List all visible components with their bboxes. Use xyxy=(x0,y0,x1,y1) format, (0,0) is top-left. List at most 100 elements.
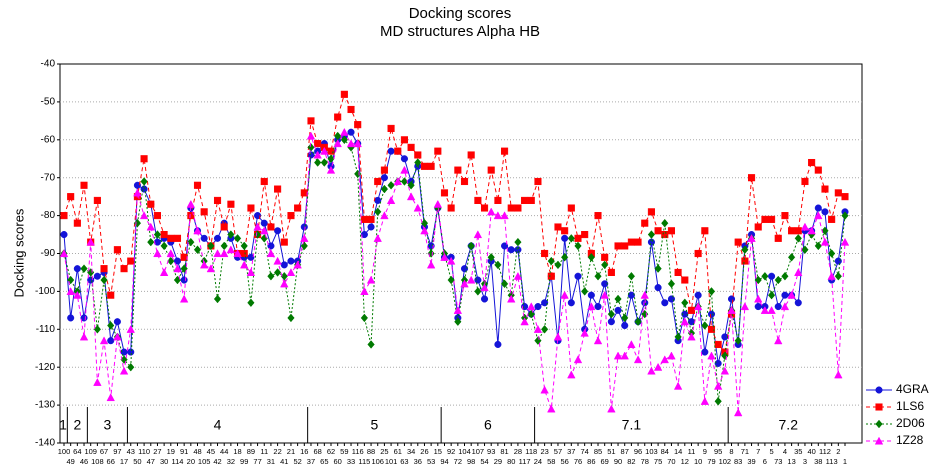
data-point xyxy=(567,299,575,307)
data-point xyxy=(453,306,463,314)
x-tick-label: 24 xyxy=(534,457,542,466)
data-point xyxy=(768,215,776,223)
x-tick-label: 116 xyxy=(352,447,364,456)
x-tick-label: 43 xyxy=(127,447,135,456)
data-point xyxy=(687,306,696,314)
legend-label: 1LS6 xyxy=(896,399,924,413)
data-point xyxy=(219,249,229,258)
data-point xyxy=(754,294,763,303)
x-tick-label: 6 xyxy=(763,457,767,466)
x-tick-label: 57 xyxy=(554,447,562,456)
legend-label: 4GRA xyxy=(896,382,929,396)
data-point xyxy=(600,290,609,299)
data-point xyxy=(761,215,769,223)
data-point xyxy=(581,287,589,296)
data-point xyxy=(414,158,422,167)
x-tick-label: 86 xyxy=(587,457,595,466)
data-point xyxy=(227,200,235,208)
y-tick-label: -140 xyxy=(35,438,55,449)
legend-marker xyxy=(874,436,884,445)
data-point xyxy=(554,260,562,270)
x-tick-label: 1 xyxy=(843,457,847,466)
cluster-label: 7.2 xyxy=(779,417,799,433)
x-tick-label: 114 xyxy=(171,457,183,466)
data-point xyxy=(534,177,542,186)
data-point xyxy=(574,234,582,242)
data-point xyxy=(808,158,816,167)
data-point xyxy=(327,154,335,164)
data-point xyxy=(501,242,509,250)
data-point xyxy=(527,196,535,204)
data-point xyxy=(681,298,689,308)
series xyxy=(59,127,850,417)
x-tick-label: 101 xyxy=(385,457,398,466)
data-point xyxy=(747,234,756,242)
data-point xyxy=(206,264,216,273)
data-point xyxy=(106,393,115,402)
data-point xyxy=(834,189,842,197)
data-point xyxy=(394,147,402,155)
data-point xyxy=(374,207,382,217)
data-point xyxy=(140,177,148,186)
data-point xyxy=(460,265,469,273)
data-point xyxy=(226,245,236,254)
x-tick-label: 68 xyxy=(313,447,321,456)
series xyxy=(60,90,849,356)
cluster-label: 3 xyxy=(103,417,111,433)
data-point xyxy=(340,90,348,98)
data-point xyxy=(620,351,629,360)
data-point xyxy=(93,196,101,204)
data-point xyxy=(707,287,716,296)
data-point xyxy=(701,227,709,235)
series-line xyxy=(63,92,846,354)
data-point xyxy=(714,340,722,349)
data-point xyxy=(794,268,803,276)
data-point xyxy=(159,268,169,276)
data-point xyxy=(781,212,789,220)
data-point xyxy=(346,139,356,148)
data-point xyxy=(580,328,589,337)
x-tick-label: 37 xyxy=(307,457,315,466)
data-point xyxy=(367,340,375,349)
data-point xyxy=(100,275,108,285)
data-point xyxy=(454,317,462,327)
data-point xyxy=(534,303,542,311)
data-point xyxy=(627,238,635,246)
data-point xyxy=(734,336,742,345)
x-tick-label: 79 xyxy=(707,457,715,466)
x-tick-label: 4 xyxy=(783,447,787,456)
data-point xyxy=(220,241,228,251)
x-tick-label: 51 xyxy=(607,447,615,456)
data-point xyxy=(754,223,762,231)
data-point xyxy=(353,139,362,148)
data-point xyxy=(828,215,836,223)
data-point xyxy=(407,143,415,151)
x-tick-label: 58 xyxy=(547,457,555,466)
data-point xyxy=(474,287,482,296)
data-point xyxy=(547,404,556,413)
data-point xyxy=(199,260,209,269)
data-point xyxy=(781,271,789,281)
data-point xyxy=(120,265,128,273)
data-point xyxy=(714,359,722,367)
legend-marker xyxy=(875,403,883,411)
data-point xyxy=(406,192,416,201)
data-point xyxy=(661,299,669,307)
data-point xyxy=(273,256,282,265)
data-point xyxy=(493,211,503,220)
x-tick-label: 80 xyxy=(507,457,515,466)
x-tick-label: 27 xyxy=(153,447,161,456)
data-point xyxy=(553,332,563,341)
data-point xyxy=(107,337,115,345)
x-tick-label: 98 xyxy=(467,457,475,466)
data-point xyxy=(501,147,509,155)
data-point xyxy=(520,317,529,326)
data-point xyxy=(567,370,576,379)
x-tick-label: 70 xyxy=(667,457,675,466)
data-point xyxy=(613,351,623,360)
data-point xyxy=(253,230,262,239)
data-point xyxy=(59,249,69,258)
data-point xyxy=(801,245,809,254)
x-tick-label: 85 xyxy=(594,447,602,456)
data-point xyxy=(513,271,523,280)
